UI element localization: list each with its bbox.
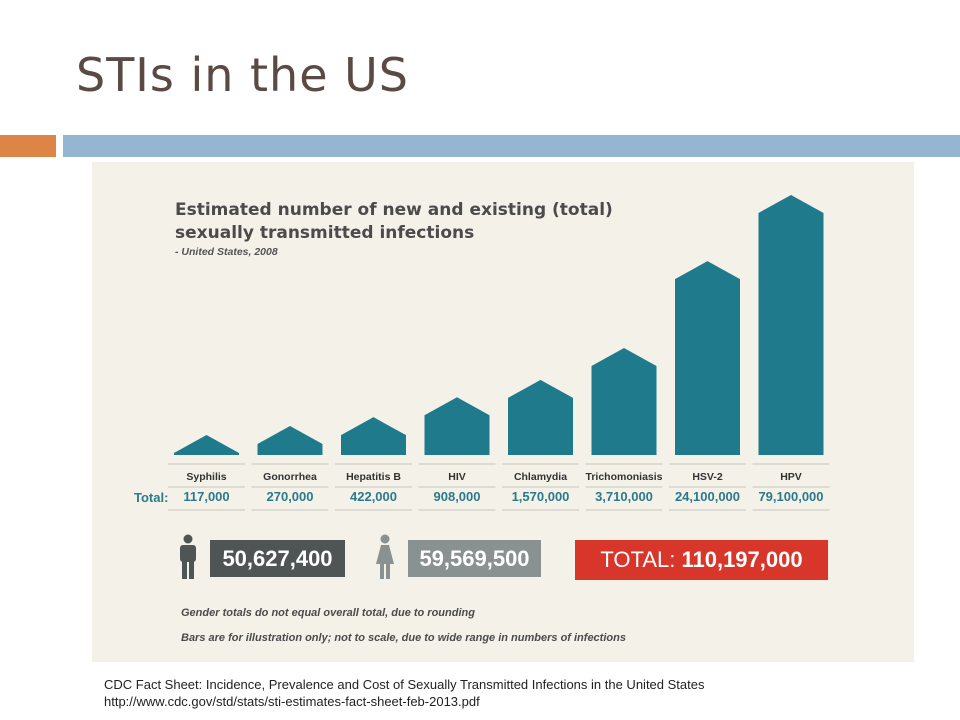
category-label: HPV bbox=[780, 471, 802, 483]
infographic-subtitle: - United States, 2008 bbox=[175, 246, 278, 258]
value-label: 1,570,000 bbox=[511, 489, 570, 504]
grand-total-value: 110,197,000 bbox=[681, 547, 803, 572]
bar-hiv bbox=[424, 397, 490, 455]
infographic-title-line1: Estimated number of new and existing (to… bbox=[175, 200, 613, 220]
bar-syphilis bbox=[174, 435, 239, 455]
accent-bar-blue bbox=[63, 135, 960, 157]
value-label: 270,000 bbox=[266, 489, 314, 504]
bar-gonorrhea bbox=[257, 426, 323, 455]
source-caption: CDC Fact Sheet: Incidence, Prevalence an… bbox=[104, 676, 704, 710]
category-label: HSV-2 bbox=[692, 471, 723, 483]
infographic-title: Estimated number of new and existing (to… bbox=[175, 199, 613, 245]
category-label: HIV bbox=[448, 471, 466, 483]
male-person-icon bbox=[180, 534, 196, 579]
category-label: Trichomoniasis bbox=[585, 471, 663, 483]
value-label: 3,710,000 bbox=[595, 489, 653, 504]
note-scale: Bars are for illustration only; not to s… bbox=[181, 632, 626, 644]
category-label: Syphilis bbox=[186, 471, 227, 483]
source-caption-url: http://www.cdc.gov/std/stats/sti-estimat… bbox=[104, 694, 480, 709]
female-total-box: 59,569,500 bbox=[408, 540, 541, 577]
male-total-box: 50,627,400 bbox=[210, 540, 345, 577]
total-row-label: Total: bbox=[134, 490, 169, 505]
accent-bar-orange bbox=[0, 135, 56, 157]
value-label: 117,000 bbox=[183, 489, 230, 504]
value-label: 422,000 bbox=[350, 489, 397, 504]
bar-chlamydia bbox=[508, 379, 573, 455]
infographic-title-line2: sexually transmitted infections bbox=[175, 223, 475, 243]
value-label: 908,000 bbox=[433, 489, 481, 504]
bar-hsv-2 bbox=[675, 261, 740, 455]
value-label: 24,100,000 bbox=[674, 489, 741, 504]
grand-total-prefix: TOTAL: bbox=[600, 547, 682, 572]
note-rounding: Gender totals do not equal overall total… bbox=[181, 607, 475, 619]
bar-chart bbox=[168, 195, 830, 511]
value-label: 79,100,000 bbox=[758, 489, 824, 504]
infographic: Estimated number of new and existing (to… bbox=[92, 162, 914, 662]
slide-title: STIs in the US bbox=[76, 48, 409, 102]
grand-total-box: TOTAL: 110,197,000 bbox=[575, 540, 828, 580]
female-person-icon bbox=[376, 534, 394, 579]
bar-trichomoniasis bbox=[591, 347, 657, 455]
category-label: Gonorrhea bbox=[263, 471, 317, 483]
source-caption-line1: CDC Fact Sheet: Incidence, Prevalence an… bbox=[104, 677, 705, 692]
category-label: Hepatitis B bbox=[346, 471, 401, 483]
bar-hepatitis-b bbox=[341, 417, 406, 455]
category-label: Chlamydia bbox=[513, 471, 568, 483]
bar-hpv bbox=[758, 195, 824, 455]
